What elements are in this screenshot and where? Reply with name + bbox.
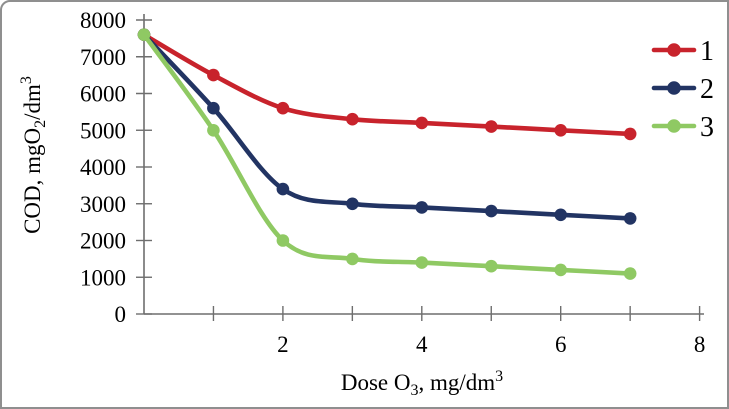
y-tick-label: 7000	[80, 45, 126, 70]
series-1-line	[141, 32, 633, 137]
y-tick-label: 3000	[80, 192, 126, 217]
series-1-marker	[346, 112, 359, 126]
series-3-marker	[346, 252, 359, 266]
series-1-marker	[276, 101, 290, 115]
legend-marker-sample	[667, 43, 681, 57]
x-axis-title: Dose O3, mg/dm3	[341, 368, 503, 399]
series-3	[137, 28, 637, 280]
series-3-marker	[276, 234, 290, 247]
y-axis-title-group: COD, mgO2/dm3	[18, 76, 49, 234]
y-tick-label: 6000	[80, 82, 126, 107]
x-tick-label: 2	[277, 332, 289, 357]
x-tick-label: 8	[694, 332, 706, 357]
y-axis-title: COD, mgO2/dm3	[18, 76, 49, 234]
series-3-marker	[554, 263, 567, 277]
axes: 0 1000 2000 3000 4000 5000 6000 7000 8000 2 4 6 8	[80, 8, 705, 357]
series-1-marker	[623, 127, 637, 141]
series-2-marker	[415, 201, 429, 214]
legend-label: 3	[700, 112, 714, 143]
series-2-marker	[346, 197, 359, 211]
legend-label: 1	[700, 36, 714, 67]
series-3-marker	[485, 259, 498, 273]
y-tick-label: 4000	[80, 155, 126, 180]
legend: 1 2 3	[651, 36, 714, 143]
y-tick-label: 0	[115, 302, 127, 327]
series-2-marker	[207, 101, 220, 115]
series-1-marker	[485, 120, 498, 133]
series-2-marker	[276, 182, 290, 196]
x-tick-label: 6	[555, 332, 567, 357]
series-2-marker	[485, 204, 498, 218]
y-tick-label: 8000	[80, 8, 126, 33]
legend-marker-sample	[667, 81, 681, 95]
series-1-marker	[554, 124, 567, 137]
series-3-marker	[207, 124, 220, 137]
y-tick-label: 5000	[80, 118, 126, 143]
series-3-marker	[623, 267, 637, 280]
series-2-marker	[554, 208, 567, 222]
series-1	[137, 28, 637, 141]
y-tick-label: 2000	[80, 229, 126, 254]
series-1-marker	[415, 116, 429, 130]
legend-label: 2	[700, 74, 714, 105]
x-tick-label: 4	[416, 332, 428, 357]
y-tick-label: 1000	[80, 265, 126, 290]
series-1-marker	[207, 68, 220, 82]
series-3-marker	[137, 28, 151, 41]
series-2-marker	[623, 212, 637, 225]
legend-marker-sample	[667, 119, 681, 133]
series-3-marker	[415, 256, 429, 269]
